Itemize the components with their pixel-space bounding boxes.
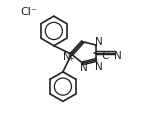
Text: C: C	[102, 51, 109, 61]
Text: N: N	[79, 63, 87, 73]
Text: N: N	[63, 52, 71, 61]
Text: +: +	[68, 54, 74, 63]
Text: N: N	[95, 37, 103, 47]
Text: N: N	[95, 61, 103, 71]
Text: Cl⁻: Cl⁻	[21, 7, 37, 17]
Text: N: N	[114, 51, 122, 61]
